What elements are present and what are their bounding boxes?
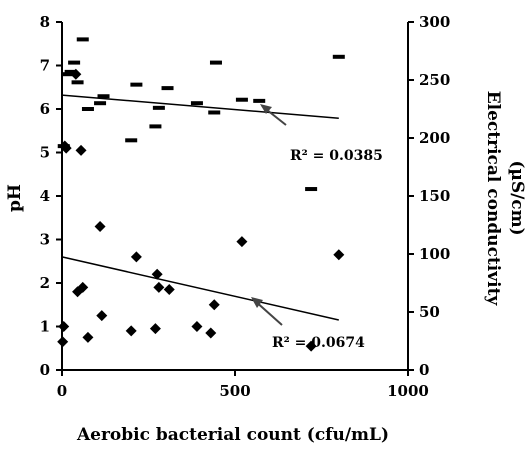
conductivity-point-9 (125, 138, 138, 143)
trendlines (61, 94, 339, 321)
y-left-axis-title: pH (5, 184, 25, 212)
x-tick-label-0: 0 (57, 382, 67, 400)
y-right-tick-label-5: 250 (419, 71, 450, 89)
y-right-tick-label-3: 150 (419, 187, 450, 205)
ph-trendline (61, 256, 339, 321)
y-left-tick-label-2: 2 (40, 274, 50, 292)
x-tick-label-2: 1000 (387, 382, 429, 400)
conductivity-point-0 (57, 144, 70, 149)
ph-point-14 (151, 268, 163, 280)
conductivity-point-1 (61, 72, 74, 77)
ticks: 0 500 1000 0 1 2 3 4 5 6 7 8 0 50 100 150 200 250 300 (40, 13, 451, 400)
axes (61, 22, 409, 371)
ph-point-13 (149, 323, 161, 335)
ph-point-9 (94, 220, 106, 232)
conductivity-point-6 (81, 107, 94, 111)
ph-point-22 (333, 249, 345, 261)
y-right-tick-label-0: 0 (419, 361, 429, 379)
conductivity-point-8 (97, 94, 110, 99)
ph-point-19 (208, 299, 220, 311)
conductivity-point-4 (71, 80, 84, 85)
x-tick-label-1: 500 (219, 382, 250, 400)
ph-point-10 (96, 310, 108, 322)
x-axis-title: Aerobic bacterial count (cfu/mL) (76, 425, 389, 445)
r2-label-conductivity: R² = 0.0385 (290, 148, 383, 164)
ph-point-11 (125, 325, 137, 337)
ph-point-6 (75, 144, 87, 156)
annotation-arrow-ph (251, 297, 283, 326)
ph-point-1 (58, 321, 70, 332)
annotation-arrow-conductivity (260, 104, 287, 126)
ph-point-15 (153, 281, 165, 293)
conductivity-point-5 (76, 37, 89, 42)
conductivity-point-16 (209, 60, 222, 65)
ph-point-12 (130, 251, 142, 263)
conductivity-point-12 (152, 105, 165, 110)
conductivity-point-10 (130, 82, 143, 87)
conductivity-point-11 (149, 124, 162, 129)
y-right-axis-title-line1: Electrical conductivity (483, 91, 503, 307)
conductivity-point-17 (235, 97, 248, 102)
conductivity-point-13 (161, 86, 174, 91)
y-left-tick-label-4: 4 (40, 187, 50, 205)
y-right-tick-label-2: 100 (419, 245, 450, 263)
ph-point-16 (163, 284, 175, 296)
y-left-tick-label-0: 0 (40, 361, 50, 379)
y-right-tick-label-1: 50 (419, 303, 440, 321)
y-left-tick-label-1: 1 (40, 318, 50, 336)
conductivity-point-20 (332, 54, 345, 59)
conductivity-point-19 (305, 187, 318, 192)
ph-point-21 (305, 340, 317, 352)
conductivity-point-3 (68, 60, 81, 65)
conductivity-point-14 (190, 101, 203, 106)
ph-point-0 (57, 336, 69, 348)
conductivity-point-2 (64, 69, 77, 74)
markers (57, 37, 345, 352)
conductivity-point-18 (253, 98, 266, 103)
y-left-tick-label-8: 8 (40, 13, 50, 31)
conductivity-point-15 (208, 110, 221, 115)
y-right-tick-label-6: 300 (419, 13, 450, 31)
ph-point-8 (82, 331, 94, 343)
conductivity-point-7 (94, 101, 107, 106)
y-right-axis-title-line2: (µS/cm) (507, 160, 527, 235)
ph-point-17 (191, 321, 203, 332)
ph-point-18 (205, 327, 217, 339)
ph-point-20 (236, 236, 248, 248)
y-left-tick-label-7: 7 (40, 57, 50, 75)
y-left-tick-label-6: 6 (40, 100, 50, 118)
conductivity-trendline (61, 94, 339, 120)
ph-point-7 (77, 281, 89, 293)
y-left-tick-label-3: 3 (40, 231, 50, 249)
r2-label-ph: R² = 0.0674 (272, 335, 365, 351)
y-left-tick-label-5: 5 (40, 144, 50, 162)
y-right-tick-label-4: 200 (419, 129, 450, 147)
